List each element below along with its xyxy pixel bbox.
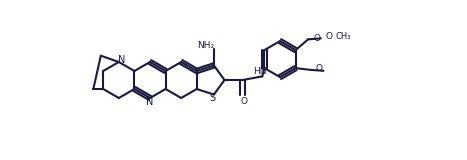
Text: NH₂: NH₂ (198, 41, 214, 50)
Text: N: N (118, 55, 126, 65)
Text: O: O (325, 32, 333, 41)
Text: HN: HN (254, 67, 267, 76)
Text: CH₃: CH₃ (335, 32, 351, 41)
Text: S: S (210, 93, 216, 103)
Text: N: N (146, 97, 154, 107)
Text: O: O (313, 34, 320, 43)
Text: O: O (316, 64, 323, 73)
Text: O: O (241, 97, 248, 106)
